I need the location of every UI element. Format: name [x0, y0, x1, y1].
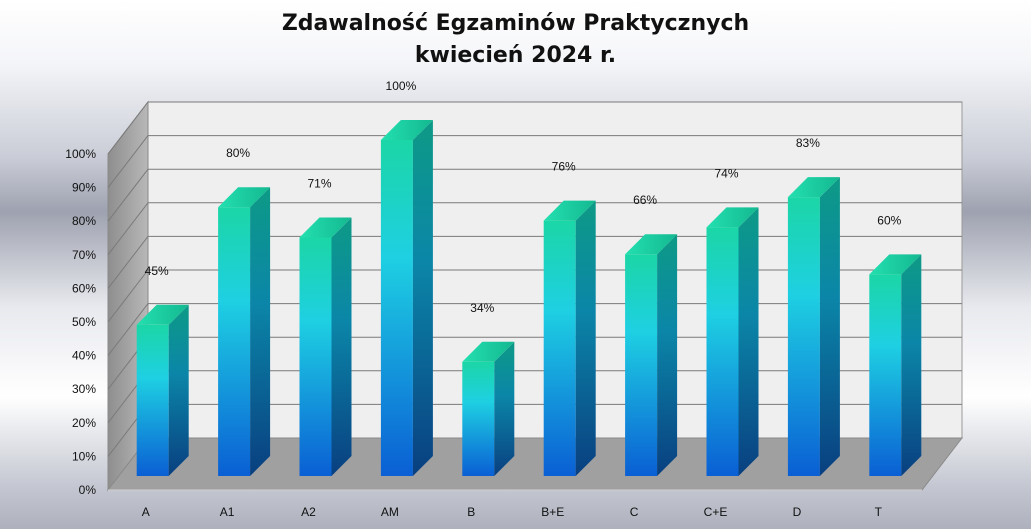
bar-side: [819, 177, 840, 476]
grid-line-side: [107, 303, 149, 356]
y-tick-label: 80%: [72, 214, 96, 228]
x-tick-label: B: [467, 505, 475, 519]
y-tick-label: 50%: [72, 315, 96, 329]
bar-side: [331, 217, 352, 476]
data-labels: 45% 80% 71% 100% 34% 76% 66% 74% 83% 60%: [145, 79, 902, 315]
y-tick-label: 10%: [72, 449, 96, 463]
bar-top: [136, 304, 189, 325]
data-label: 76%: [552, 160, 576, 174]
bar-front: [543, 220, 576, 476]
y-tick-label: 100%: [65, 147, 96, 161]
bar-top: [299, 217, 352, 238]
y-tick-label: 90%: [72, 181, 96, 195]
bar: [543, 200, 596, 476]
bar-front: [462, 361, 495, 476]
bar-side: [494, 341, 515, 476]
bar-front: [218, 207, 251, 476]
bar: [218, 187, 271, 476]
data-label: 60%: [877, 213, 901, 227]
grid-line-side: [107, 101, 149, 155]
bar-top: [462, 341, 515, 362]
grid-line-side: [107, 135, 149, 188]
x-tick-label: B+E: [541, 505, 564, 519]
data-label: 45%: [145, 264, 169, 278]
grid-line-side: [107, 168, 149, 222]
bar-side: [412, 120, 433, 476]
y-tick-label: 70%: [72, 248, 96, 262]
bar-top: [706, 207, 759, 228]
x-tick-label: D: [793, 505, 802, 519]
bar-top: [625, 234, 678, 255]
bar: [787, 177, 840, 476]
chart-title-block: Zdawalność Egzaminów Praktycznych kwieci…: [0, 8, 1031, 72]
bar: [869, 254, 922, 476]
x-axis-labels: A A1 A2 AM B B+E C C+E D T: [142, 505, 883, 519]
bars: [136, 120, 922, 477]
bar-side: [575, 200, 596, 476]
data-label: 66%: [633, 193, 657, 207]
data-label: 34%: [470, 301, 494, 315]
data-label: 74%: [714, 166, 738, 180]
x-tick-label: A1: [220, 505, 235, 519]
x-tick-label: T: [875, 505, 883, 519]
bar: [380, 120, 433, 476]
data-label: 83%: [796, 136, 820, 150]
bar: [706, 207, 759, 477]
bar-side: [738, 207, 759, 477]
chart-subtitle: kwiecień 2024 r.: [414, 43, 617, 68]
y-tick-label: 30%: [72, 382, 96, 396]
bar-side: [657, 234, 678, 476]
bar-top: [869, 254, 922, 275]
bar-side: [250, 187, 271, 476]
bar-side: [901, 254, 922, 476]
bar-top: [543, 200, 596, 221]
bar-front: [380, 140, 413, 476]
x-tick-label: C+E: [704, 505, 728, 519]
bar-front: [625, 254, 658, 476]
bar: [462, 341, 515, 476]
x-tick-label: A2: [301, 505, 316, 519]
bar-front: [787, 197, 820, 476]
y-tick-label: 0%: [79, 483, 97, 497]
data-label: 100%: [386, 79, 417, 93]
bar-top: [787, 177, 840, 198]
bar: [625, 234, 678, 476]
data-label: 80%: [226, 146, 250, 160]
x-tick-label: A: [142, 505, 150, 519]
y-axis-ticks: 0% 10% 20% 30% 40% 50% 60% 70% 80% 90% 100%: [65, 147, 96, 497]
bar: [136, 304, 189, 476]
bar-front: [299, 237, 332, 476]
bar-top: [380, 120, 433, 140]
grid-line-side: [107, 202, 149, 256]
bar-front: [136, 324, 169, 476]
chart-title: Zdawalność Egzaminów Praktycznych: [281, 11, 750, 36]
bar: [299, 217, 352, 476]
bar-top: [218, 187, 271, 208]
bar-side: [168, 304, 189, 476]
y-tick-label: 20%: [72, 416, 96, 430]
data-label: 71%: [307, 176, 331, 190]
grid-line-side: [107, 236, 149, 289]
grid-line-side: [107, 269, 149, 323]
bar-front: [706, 227, 739, 476]
y-tick-label: 60%: [72, 281, 96, 295]
y-tick-label: 40%: [72, 349, 96, 363]
bar-front: [869, 274, 902, 476]
x-tick-label: C: [630, 505, 639, 519]
x-tick-label: AM: [381, 505, 399, 519]
